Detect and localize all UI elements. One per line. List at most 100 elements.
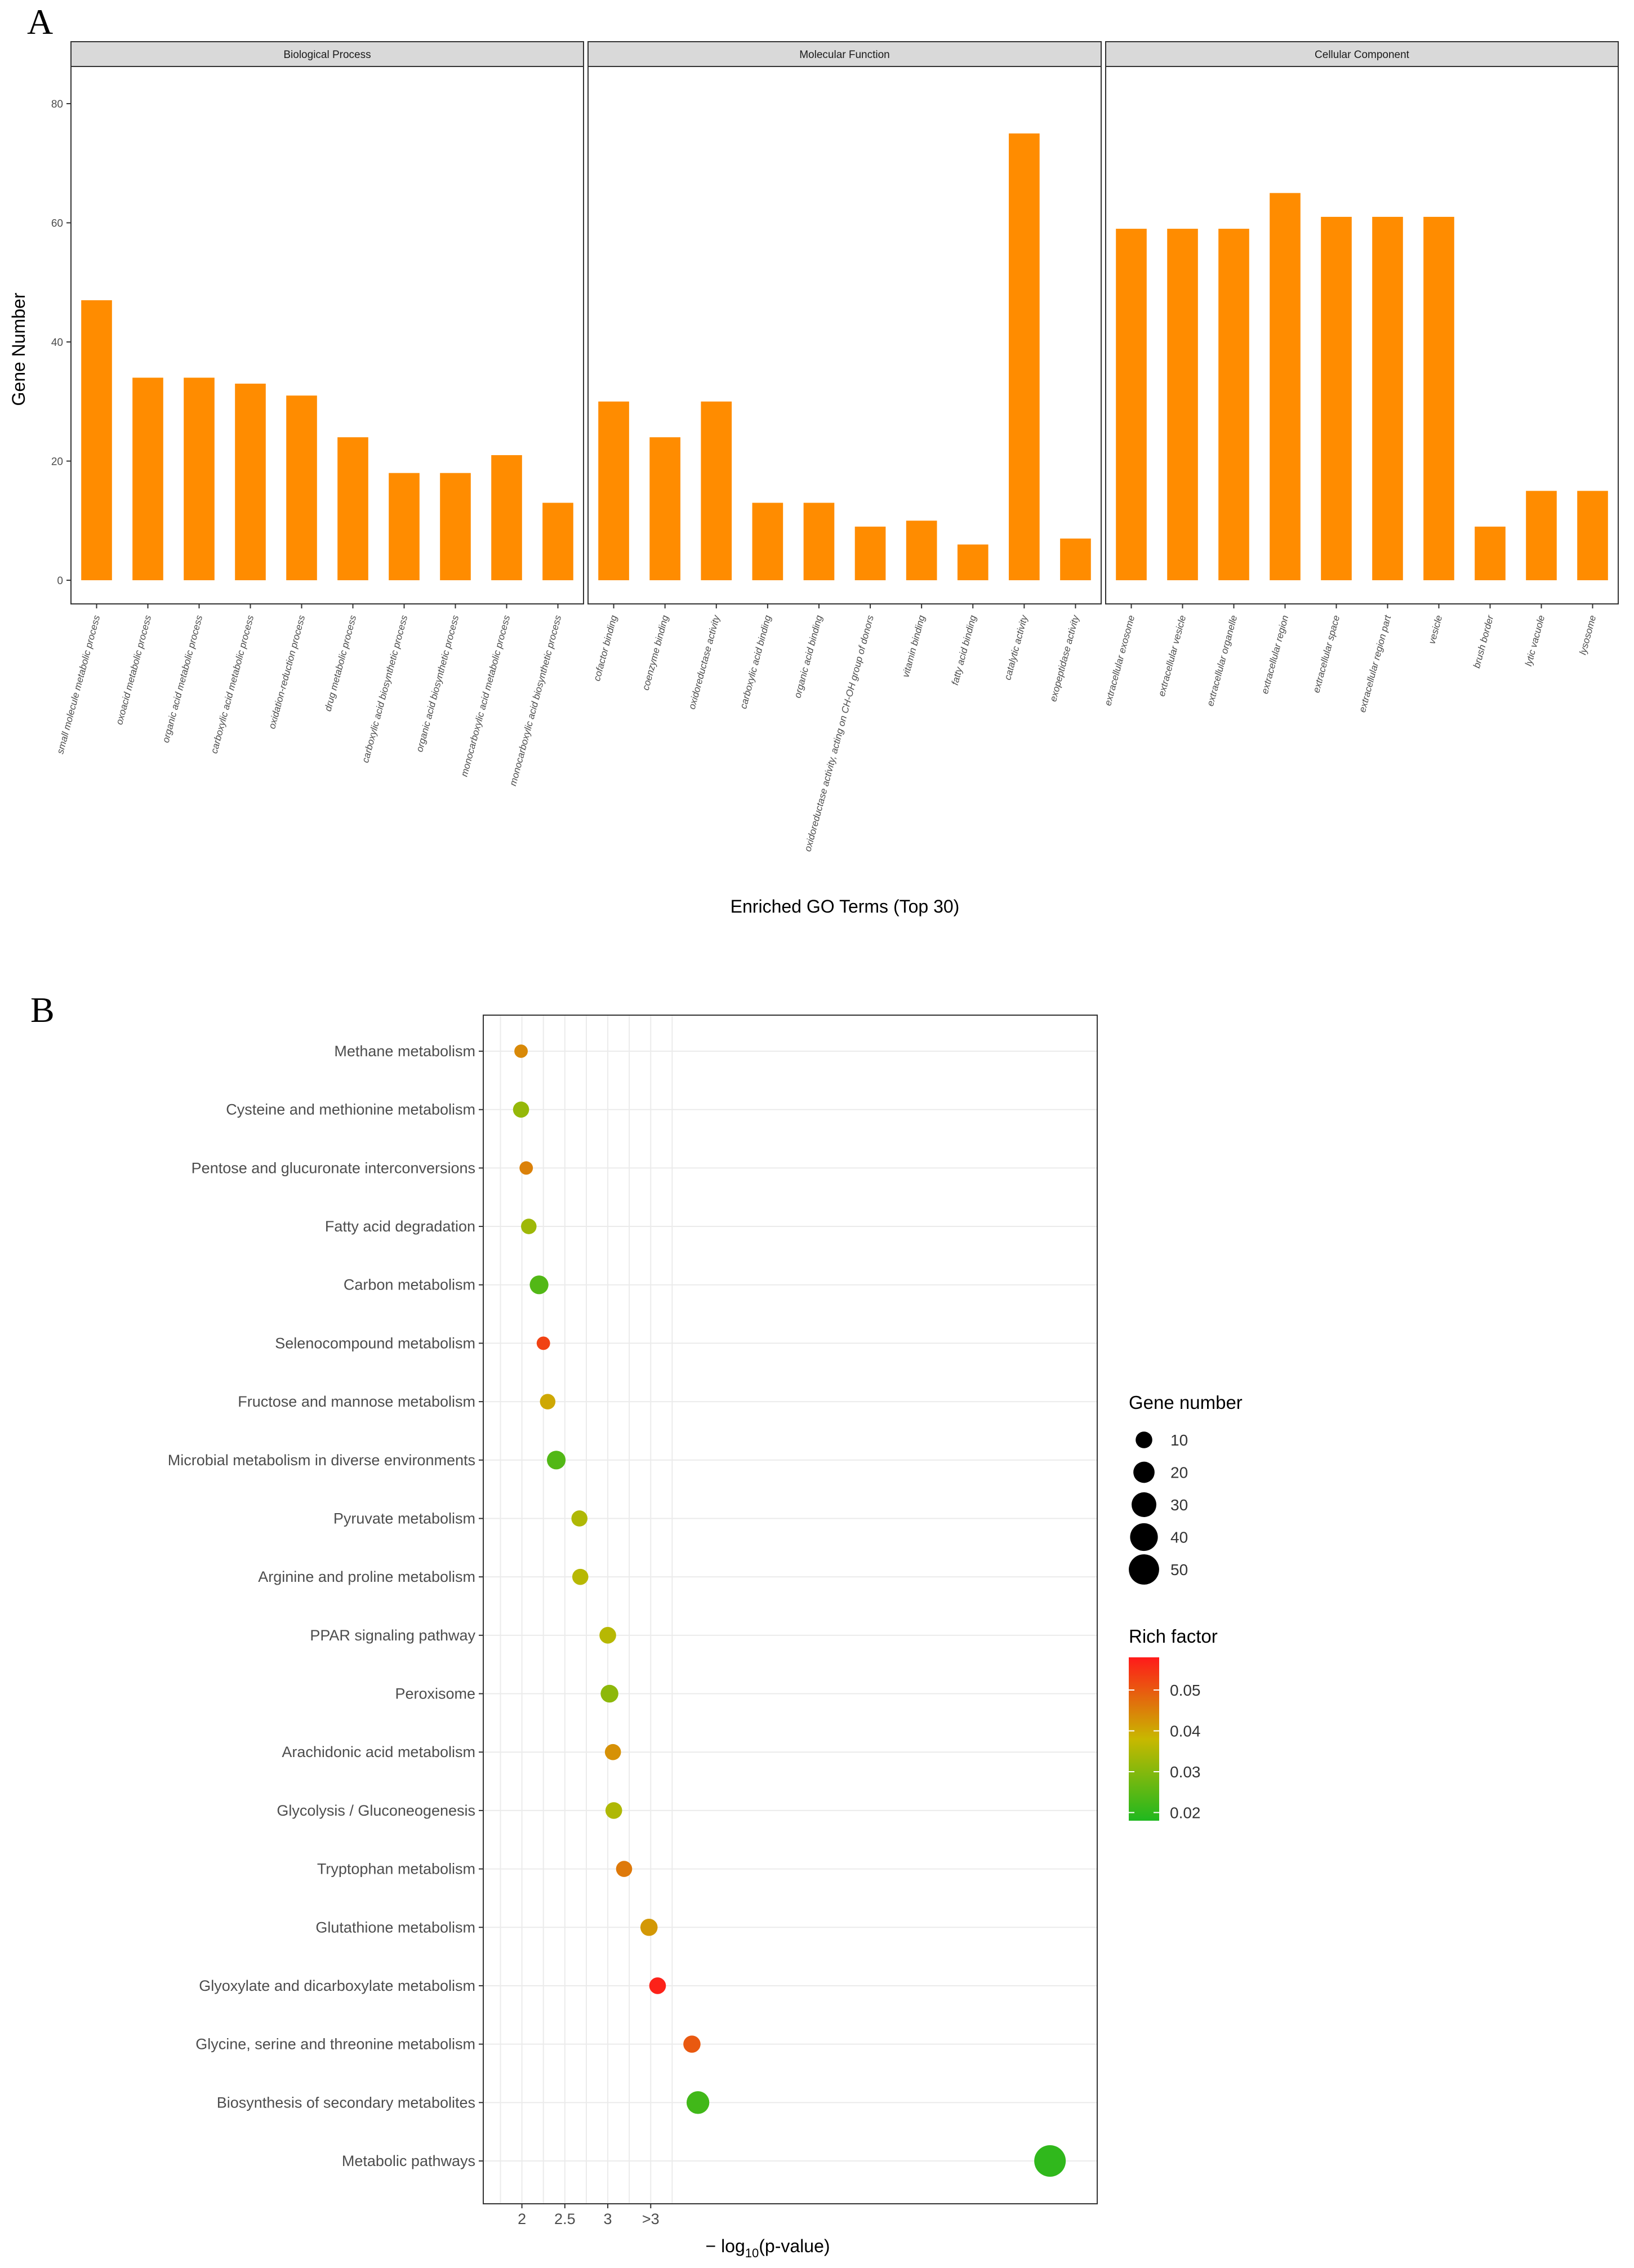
y-tick-label: 40 [51,337,63,349]
x-tick-label: vesicle [1427,614,1445,645]
bar-cofactor-binding [598,401,629,580]
bar-fatty-acid-binding [957,544,989,580]
point-arachidonic-acid-metabolism [604,1744,621,1760]
point-fructose-and-mannose-metabolism [540,1394,556,1409]
y-tick-label: 0 [57,575,63,587]
bar-vesicle [1423,216,1454,580]
bar-carboxylic-acid-biosynthetic-process [389,473,420,580]
bar-coenzyme-binding [649,437,680,580]
bar-carboxylic-acid-binding [752,502,783,580]
bar-extracellular-exosome [1116,229,1147,580]
bar-organic-acid-binding [803,502,835,580]
size-key-label: 50 [1170,1561,1188,1578]
bar-brush-border [1475,526,1506,580]
x-tick-label: extracellular exosome [1102,614,1137,707]
pathway-label-glyoxylate-and-dicarboxylate-metabolism: Glyoxylate and dicarboxylate metabolism [199,1977,475,1994]
bar-carboxylic-acid-metabolic-process [235,384,266,580]
point-arginine-and-proline-metabolism [572,1568,589,1585]
bar-vitamin-binding [906,521,937,580]
bar-oxidation-reduction-process [286,395,317,580]
pathway-label-pyruvate-metabolism: Pyruvate metabolism [333,1510,475,1527]
x-tick-label: 2.5 [554,2211,576,2227]
pathway-label-glutathione-metabolism: Glutathione metabolism [315,1919,475,1936]
point-methane-metabolism [514,1044,528,1058]
rich-factor-colorbar [1129,1657,1159,1821]
x-tick-label: lytic vacuole [1523,614,1547,667]
size-key-label: 10 [1170,1431,1188,1449]
point-pentose-and-glucuronate-interconversions [519,1161,533,1175]
x-tick-label: monocarboxylic acid metabolic process [458,614,512,778]
bar-extracellular-organelle [1218,229,1249,580]
x-tick-label: oxidation-reduction process [266,614,307,730]
x-tick-label: extracellular space [1311,614,1342,694]
facet-strip [1105,41,1619,67]
pathway-label-ppar-signaling-pathway: PPAR signaling pathway [310,1627,475,1644]
plot-border [483,1015,1098,2204]
point-pyruvate-metabolism [571,1510,588,1527]
x-tick-label: oxoacid metabolic process [114,614,153,726]
x-tick-label: extracellular region part [1357,613,1393,714]
x-tick-label: fatty acid binding [950,614,979,687]
pathway-label-glycolysis-gluconeogenesis: Glycolysis / Gluconeogenesis [277,1802,475,1819]
x-tick-label: brush border [1471,613,1496,669]
bar-small-molecule-metabolic-process [81,300,112,580]
bar-extracellular-region [1270,193,1301,580]
point-biosynthesis-of-secondary-metabolites [686,2091,710,2114]
point-fatty-acid-degradation [521,1219,537,1234]
bar-lysosome [1577,491,1608,580]
panel-label-a: A [27,2,53,42]
bar-extracellular-space [1321,216,1352,580]
pathway-label-carbon-metabolism: Carbon metabolism [344,1277,475,1293]
size-key-label: 40 [1170,1529,1188,1546]
pathway-label-selenocompound-metabolism: Selenocompound metabolism [275,1335,475,1351]
bar-organic-acid-biosynthetic-process [440,473,471,580]
point-cysteine-and-methionine-metabolism [513,1101,529,1118]
facet-panel-border [70,66,584,604]
gene-number-legend-title: Gene number [1129,1392,1243,1413]
pathway-label-arachidonic-acid-metabolism: Arachidonic acid metabolism [282,1744,475,1760]
x-tick-label: coenzyme binding [640,614,671,692]
x-tick-label: organic acid binding [792,614,825,700]
bar-extracellular-vesicle [1167,229,1198,580]
x-tick-label: >3 [642,2211,660,2227]
kegg-bubble-chart: Methane metabolism Cysteine and methionin… [168,1015,1098,2260]
pathway-label-peroxisome: Peroxisome [395,1686,475,1702]
size-key-20 [1133,1461,1155,1483]
x-tick-label: carboxylic acid biosynthetic process [360,614,409,764]
point-metabolic-pathways [1034,2145,1066,2177]
bar-catalytic-activity [1009,133,1040,580]
colorbar-tick-label: 0.03 [1170,1763,1201,1781]
bar-oxoacid-metabolic-process [132,377,163,580]
point-ppar-signaling-pathway [599,1627,616,1644]
pathway-label-fructose-and-mannose-metabolism: Fructose and mannose metabolism [238,1393,475,1410]
bar-extracellular-region-part [1372,216,1403,580]
x-tick-label: exopeptidase activity [1048,613,1081,703]
x-tick-label: 3 [604,2211,612,2227]
x-tick-label: oxidoreductase activity [687,613,722,710]
bar-monocarboxylic-acid-metabolic-process [491,455,522,580]
go-y-axis-title: Gene Number [8,292,29,406]
x-tick-label: organic acid metabolic process [161,614,205,744]
point-microbial-metabolism-in-diverse-environments [546,1451,566,1470]
facet-strip [70,41,584,67]
x-tick-label: carboxylic acid metabolic process [208,614,256,755]
x-tick-label: cofactor binding [591,614,620,682]
point-tryptophan-metabolism [616,1861,633,1877]
pathway-label-metabolic-pathways: Metabolic pathways [342,2153,475,2169]
panel-label-b: B [30,990,55,1030]
facet-panel-border [1105,66,1619,604]
bar-lytic-vacuole [1526,491,1557,580]
y-tick-label: 20 [51,456,63,468]
point-glutathione-metabolism [640,1918,658,1936]
x-tick-label: 2 [518,2211,526,2227]
bar-drug-metabolic-process [337,437,368,580]
point-peroxisome [600,1684,618,1703]
bar-monocarboxylic-acid-biosynthetic-process [542,502,573,580]
facet-strip-label: Molecular Function [799,49,890,61]
pathway-label-methane-metabolism: Methane metabolism [334,1043,475,1060]
size-key-30 [1132,1492,1156,1517]
go-x-axis-title: Enriched GO Terms (Top 30) [731,896,960,917]
x-tick-label: extracellular region [1259,614,1291,695]
bar-organic-acid-metabolic-process [184,377,215,580]
pathway-label-biosynthesis-of-secondary-metabolites: Biosynthesis of secondary metabolites [217,2094,475,2111]
